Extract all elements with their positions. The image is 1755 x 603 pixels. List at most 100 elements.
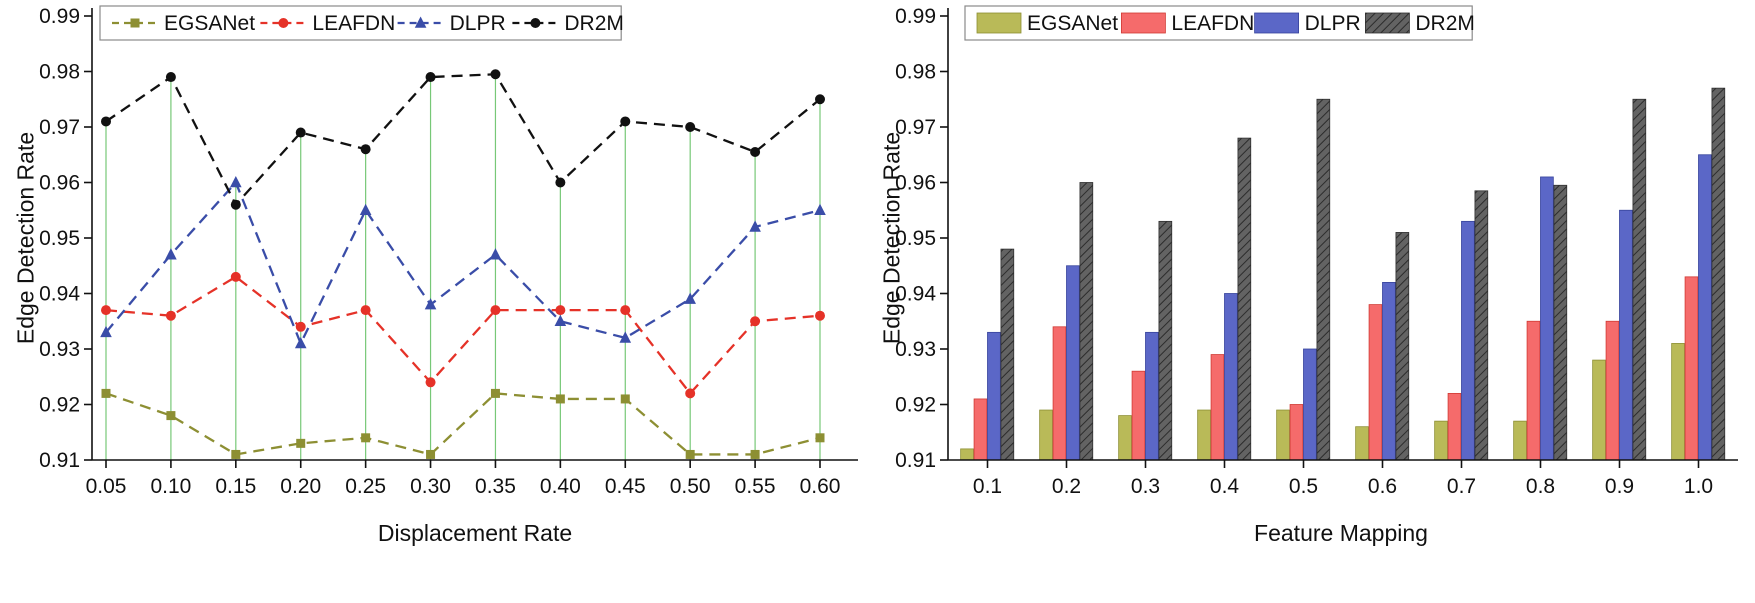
line-chart-panel: 0.91 0.92 0.93 0.94 0.95 0.96 0.97 0.98 0.99 0.05… [0, 0, 870, 603]
data-point-marker [815, 310, 825, 321]
x-tick-label: 0.7 [1447, 475, 1476, 498]
bar-egsanet [1118, 415, 1132, 461]
data-point-marker [554, 314, 567, 327]
data-point-marker [490, 305, 501, 316]
legend-swatch-leafdn [1120, 12, 1166, 34]
y-tick-label: 0.92 [39, 394, 80, 417]
legend-label: EGSANet [164, 12, 255, 35]
data-point-marker [166, 411, 176, 421]
legend-label: DR2M [564, 12, 624, 35]
bar-leafdn [1052, 326, 1067, 461]
data-point-marker [620, 116, 631, 127]
legend-label: DLPR [1305, 12, 1361, 35]
y-tick-label: 0.93 [895, 338, 936, 361]
data-point-marker [231, 449, 241, 459]
y-tick-label: 0.93 [39, 338, 80, 361]
bar-egsanet [1355, 426, 1369, 461]
data-point-marker [101, 305, 111, 316]
y-tick-label: 0.95 [39, 227, 80, 250]
bar-dlpr [1382, 281, 1396, 461]
series-leafdn [101, 271, 825, 399]
data-point-marker [165, 310, 176, 321]
bar-leafdn [973, 398, 988, 461]
y-tick-label: 0.98 [39, 61, 80, 84]
data-point-marker [425, 72, 436, 83]
data-point-marker [100, 325, 112, 338]
bar-dr2m [1553, 184, 1568, 461]
x-tick-label: 0.50 [670, 475, 711, 498]
data-point-marker [750, 449, 760, 459]
x-tick-label: 0.9 [1605, 475, 1634, 498]
x-tick-label: 0.45 [605, 475, 646, 498]
x-tick-label: 0.4 [1210, 475, 1240, 498]
data-point-marker [294, 336, 307, 349]
data-point-marker [555, 305, 566, 316]
legend-marker-dlpr [414, 16, 427, 28]
data-point-marker [815, 94, 825, 105]
bar-dr2m [1000, 248, 1015, 461]
bar-leafdn [1526, 320, 1541, 461]
bar-egsanet [1039, 409, 1053, 461]
data-point-marker [101, 116, 111, 127]
x-tick-label: 0.15 [215, 475, 256, 498]
y-tick-label: 0.94 [895, 283, 936, 306]
data-point-marker [361, 433, 371, 443]
data-point-marker [555, 177, 566, 188]
y-tick-label: 0.95 [895, 227, 936, 250]
bar-dlpr [1540, 176, 1554, 461]
x-tick-label: 0.60 [800, 475, 841, 498]
bar-dlpr [987, 331, 1001, 461]
data-point-marker [295, 321, 306, 332]
x-tick-label: 1.0 [1684, 475, 1713, 498]
bar-egsanet [1671, 343, 1685, 461]
data-point-marker [750, 146, 761, 157]
series-line [105, 180, 821, 347]
data-point-marker [620, 305, 631, 316]
bar-leafdn [1210, 354, 1225, 461]
series-dlpr [100, 176, 826, 349]
bar-egsanet [1592, 359, 1606, 461]
bar-egsanet [1434, 420, 1448, 461]
data-point-marker [750, 316, 761, 327]
legend-label: LEAFDN [312, 12, 395, 35]
legend-label: DR2M [1415, 12, 1475, 35]
x-tick-label: 0.5 [1289, 475, 1318, 498]
x-tick-label: 0.55 [735, 475, 776, 498]
y-tick-label: 0.94 [39, 283, 80, 306]
data-point-marker [230, 199, 241, 210]
y-tick-label: 0.97 [895, 116, 936, 139]
bar-groups [960, 87, 1726, 461]
data-point-marker [230, 271, 241, 282]
legend-swatch-dlpr [1254, 12, 1300, 34]
bar-dlpr [1619, 209, 1633, 461]
bar-dr2m [1632, 98, 1647, 461]
x-tick-label: 0.1 [973, 475, 1002, 498]
data-point-marker [815, 433, 825, 443]
x-tick-label: 0.8 [1526, 475, 1555, 498]
bar-leafdn [1131, 370, 1146, 461]
y-tick-label: 0.96 [39, 172, 80, 195]
data-point-marker [685, 449, 695, 459]
bar-chart-svg: 0.91 0.92 0.93 0.94 0.95 0.96 0.97 0.98 0.99 0.1 0… [895, 5, 1738, 498]
legend-label: DLPR [450, 12, 506, 35]
bar-dlpr [1145, 331, 1159, 461]
bar-dr2m [1395, 232, 1410, 461]
data-point-marker [296, 438, 306, 448]
legend-swatch-egsanet [976, 12, 1022, 34]
bar-dr2m [1711, 87, 1726, 461]
bar-egsanet [1513, 420, 1527, 461]
x-tick-label: 0.2 [1052, 475, 1081, 498]
bar-leafdn [1289, 404, 1304, 461]
bar-dlpr [1066, 265, 1080, 461]
data-point-marker [101, 388, 111, 398]
x-tick-label: 0.10 [150, 475, 191, 498]
bar-leafdn [1684, 276, 1699, 461]
data-point-marker [555, 394, 565, 404]
legend-label: LEAFDN [1171, 12, 1254, 35]
data-point-marker [165, 248, 177, 260]
data-point-marker [620, 394, 630, 404]
data-point-marker [685, 122, 696, 132]
data-point-marker [165, 72, 176, 83]
axes: 0.91 0.92 0.93 0.94 0.95 0.96 0.97 0.98 0.99 0.1 0… [895, 5, 1738, 498]
x-tick-label: 0.35 [475, 475, 516, 498]
